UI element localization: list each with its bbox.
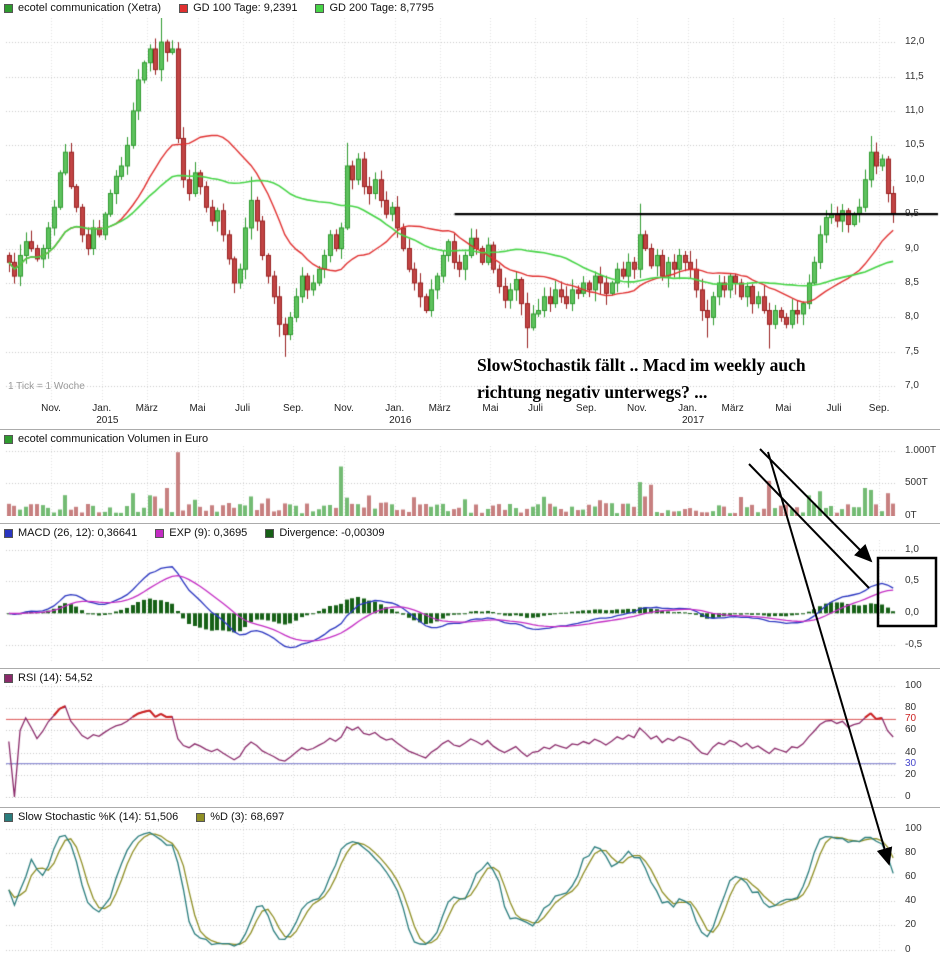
macd-label: MACD (26, 12): 0,36641 xyxy=(18,527,138,539)
rsi-marker-icon xyxy=(4,673,13,683)
x-axis-year-label: 2016 xyxy=(389,415,412,426)
x-axis-month-label: März xyxy=(428,403,451,414)
y-axis-tick-label: 100 xyxy=(905,680,922,692)
macd-legend: MACD (26, 12): 0,36641 EXP (9): 0,3695 D… xyxy=(0,523,940,539)
y-axis-tick-label: 1,0 xyxy=(905,543,919,555)
macd-divergence-label: Divergence: -0,00309 xyxy=(279,527,385,539)
y-axis-tick-label: 20 xyxy=(905,768,917,780)
y-axis-tick-label: 40 xyxy=(905,895,917,907)
stochastic-chart-canvas xyxy=(0,824,940,952)
volume-series-label: ecotel communication Volumen in Euro xyxy=(18,433,209,445)
y-axis-tick-label: 0,0 xyxy=(905,607,919,619)
volume-chart-canvas xyxy=(0,446,940,516)
tick-resolution-note: 1 Tick = 1 Woche xyxy=(8,381,85,392)
y-axis-tick-label: 7,5 xyxy=(905,345,919,357)
y-axis-tick-label: 8,0 xyxy=(905,311,919,323)
gd100-label: GD 100 Tage: 9,2391 xyxy=(193,2,298,14)
x-axis-month-label: Sep. xyxy=(282,403,304,414)
y-axis-tick-label: 7,0 xyxy=(905,380,919,392)
gd200-label: GD 200 Tage: 8,7795 xyxy=(329,2,434,14)
rsi-label: RSI (14): 54,52 xyxy=(18,672,93,684)
x-axis-month-label: Juli xyxy=(527,403,543,414)
y-axis-tick-label: 9,0 xyxy=(905,242,919,254)
stoch-k-label: Slow Stochastic %K (14): 51,506 xyxy=(18,811,179,823)
stoch-d-label: %D (3): 68,697 xyxy=(210,811,285,823)
y-axis-tick-label: 20 xyxy=(905,919,917,931)
y-axis-tick-label: 30 xyxy=(905,757,917,769)
y-axis-tick-label: 8,5 xyxy=(905,276,919,288)
x-axis-month-label: Juli xyxy=(235,403,251,414)
x-axis-month-label: Nov. xyxy=(41,403,61,414)
x-axis-month-label: Jan. xyxy=(92,403,112,414)
y-axis-tick-label: 10,0 xyxy=(905,173,925,185)
stoch-k-marker-icon xyxy=(4,812,13,822)
volume-legend: ecotel communication Volumen in Euro xyxy=(0,429,940,445)
x-axis-month-label: Nov. xyxy=(334,403,354,414)
y-axis-tick-label: 40 xyxy=(905,746,917,758)
stochastic-legend: Slow Stochastic %K (14): 51,506 %D (3): … xyxy=(0,807,940,823)
y-axis-tick-label: -0,5 xyxy=(905,639,923,651)
note-line-1: SlowStochastik fällt .. Macd im weekly a… xyxy=(477,355,806,375)
rsi-legend: RSI (14): 54,52 xyxy=(0,668,940,684)
y-axis-tick-label: 0,5 xyxy=(905,575,919,587)
x-axis-year-label: 2017 xyxy=(681,415,705,426)
y-axis-tick-label: 12,0 xyxy=(905,36,925,48)
price-series-label: ecotel communication (Xetra) xyxy=(18,2,162,14)
x-axis-month-label: Mai xyxy=(775,403,792,414)
y-axis-tick-label: 60 xyxy=(905,871,917,883)
x-axis-month-label: Sep. xyxy=(868,403,890,414)
note-line-2: richtung negativ unterwegs? ... xyxy=(477,382,708,402)
gd200-marker-icon xyxy=(315,3,325,13)
gd100-marker-icon xyxy=(179,3,189,13)
macd-signal-marker-icon xyxy=(155,528,165,538)
x-axis-month-label: Mai xyxy=(482,403,499,414)
y-axis-tick-label: 70 xyxy=(905,713,917,725)
x-axis-month-label: Mai xyxy=(189,403,206,414)
macd-marker-icon xyxy=(4,528,13,538)
x-axis-month-label: Nov. xyxy=(626,403,647,414)
y-axis-tick-label: 0 xyxy=(905,790,911,802)
stoch-d-marker-icon xyxy=(196,812,206,822)
y-axis-tick-label: 10,5 xyxy=(905,139,925,151)
hand-written-note: SlowStochastik fällt .. Macd im weekly a… xyxy=(477,352,806,406)
y-axis-tick-label: 0T xyxy=(905,510,917,521)
y-axis-tick-label: 1.000T xyxy=(905,444,937,456)
price-legend: ecotel communication (Xetra) GD 100 Tage… xyxy=(4,2,434,14)
x-axis-month-label: Juli xyxy=(826,403,842,414)
x-axis-month-label: Jan. xyxy=(678,403,697,414)
y-axis-tick-label: 0 xyxy=(905,943,911,955)
price-chart-canvas xyxy=(0,18,940,400)
y-axis-tick-label: 11,5 xyxy=(905,70,924,82)
y-axis-tick-label: 11,0 xyxy=(905,104,924,116)
macd-divergence-marker-icon xyxy=(265,528,275,538)
y-axis-tick-label: 80 xyxy=(905,702,917,714)
y-axis-tick-label: 100 xyxy=(905,822,922,834)
x-axis-month-label: März xyxy=(721,403,744,414)
rsi-chart-canvas xyxy=(0,684,940,798)
x-axis-month-label: Sep. xyxy=(575,403,597,414)
x-axis-month-label: Jan. xyxy=(385,403,405,414)
y-axis-tick-label: 80 xyxy=(905,846,917,858)
y-axis-tick-label: 9,5 xyxy=(905,208,919,220)
y-axis-tick-label: 60 xyxy=(905,724,917,736)
y-axis-tick-label: 500T xyxy=(905,477,928,489)
x-axis-year-label: 2015 xyxy=(96,415,119,426)
macd-chart-canvas xyxy=(0,540,940,663)
volume-marker-icon xyxy=(4,434,13,444)
x-axis-month-label: März xyxy=(135,403,158,414)
ecotel-series-marker-icon xyxy=(4,3,13,13)
macd-exp-label: EXP (9): 0,3695 xyxy=(169,527,248,539)
